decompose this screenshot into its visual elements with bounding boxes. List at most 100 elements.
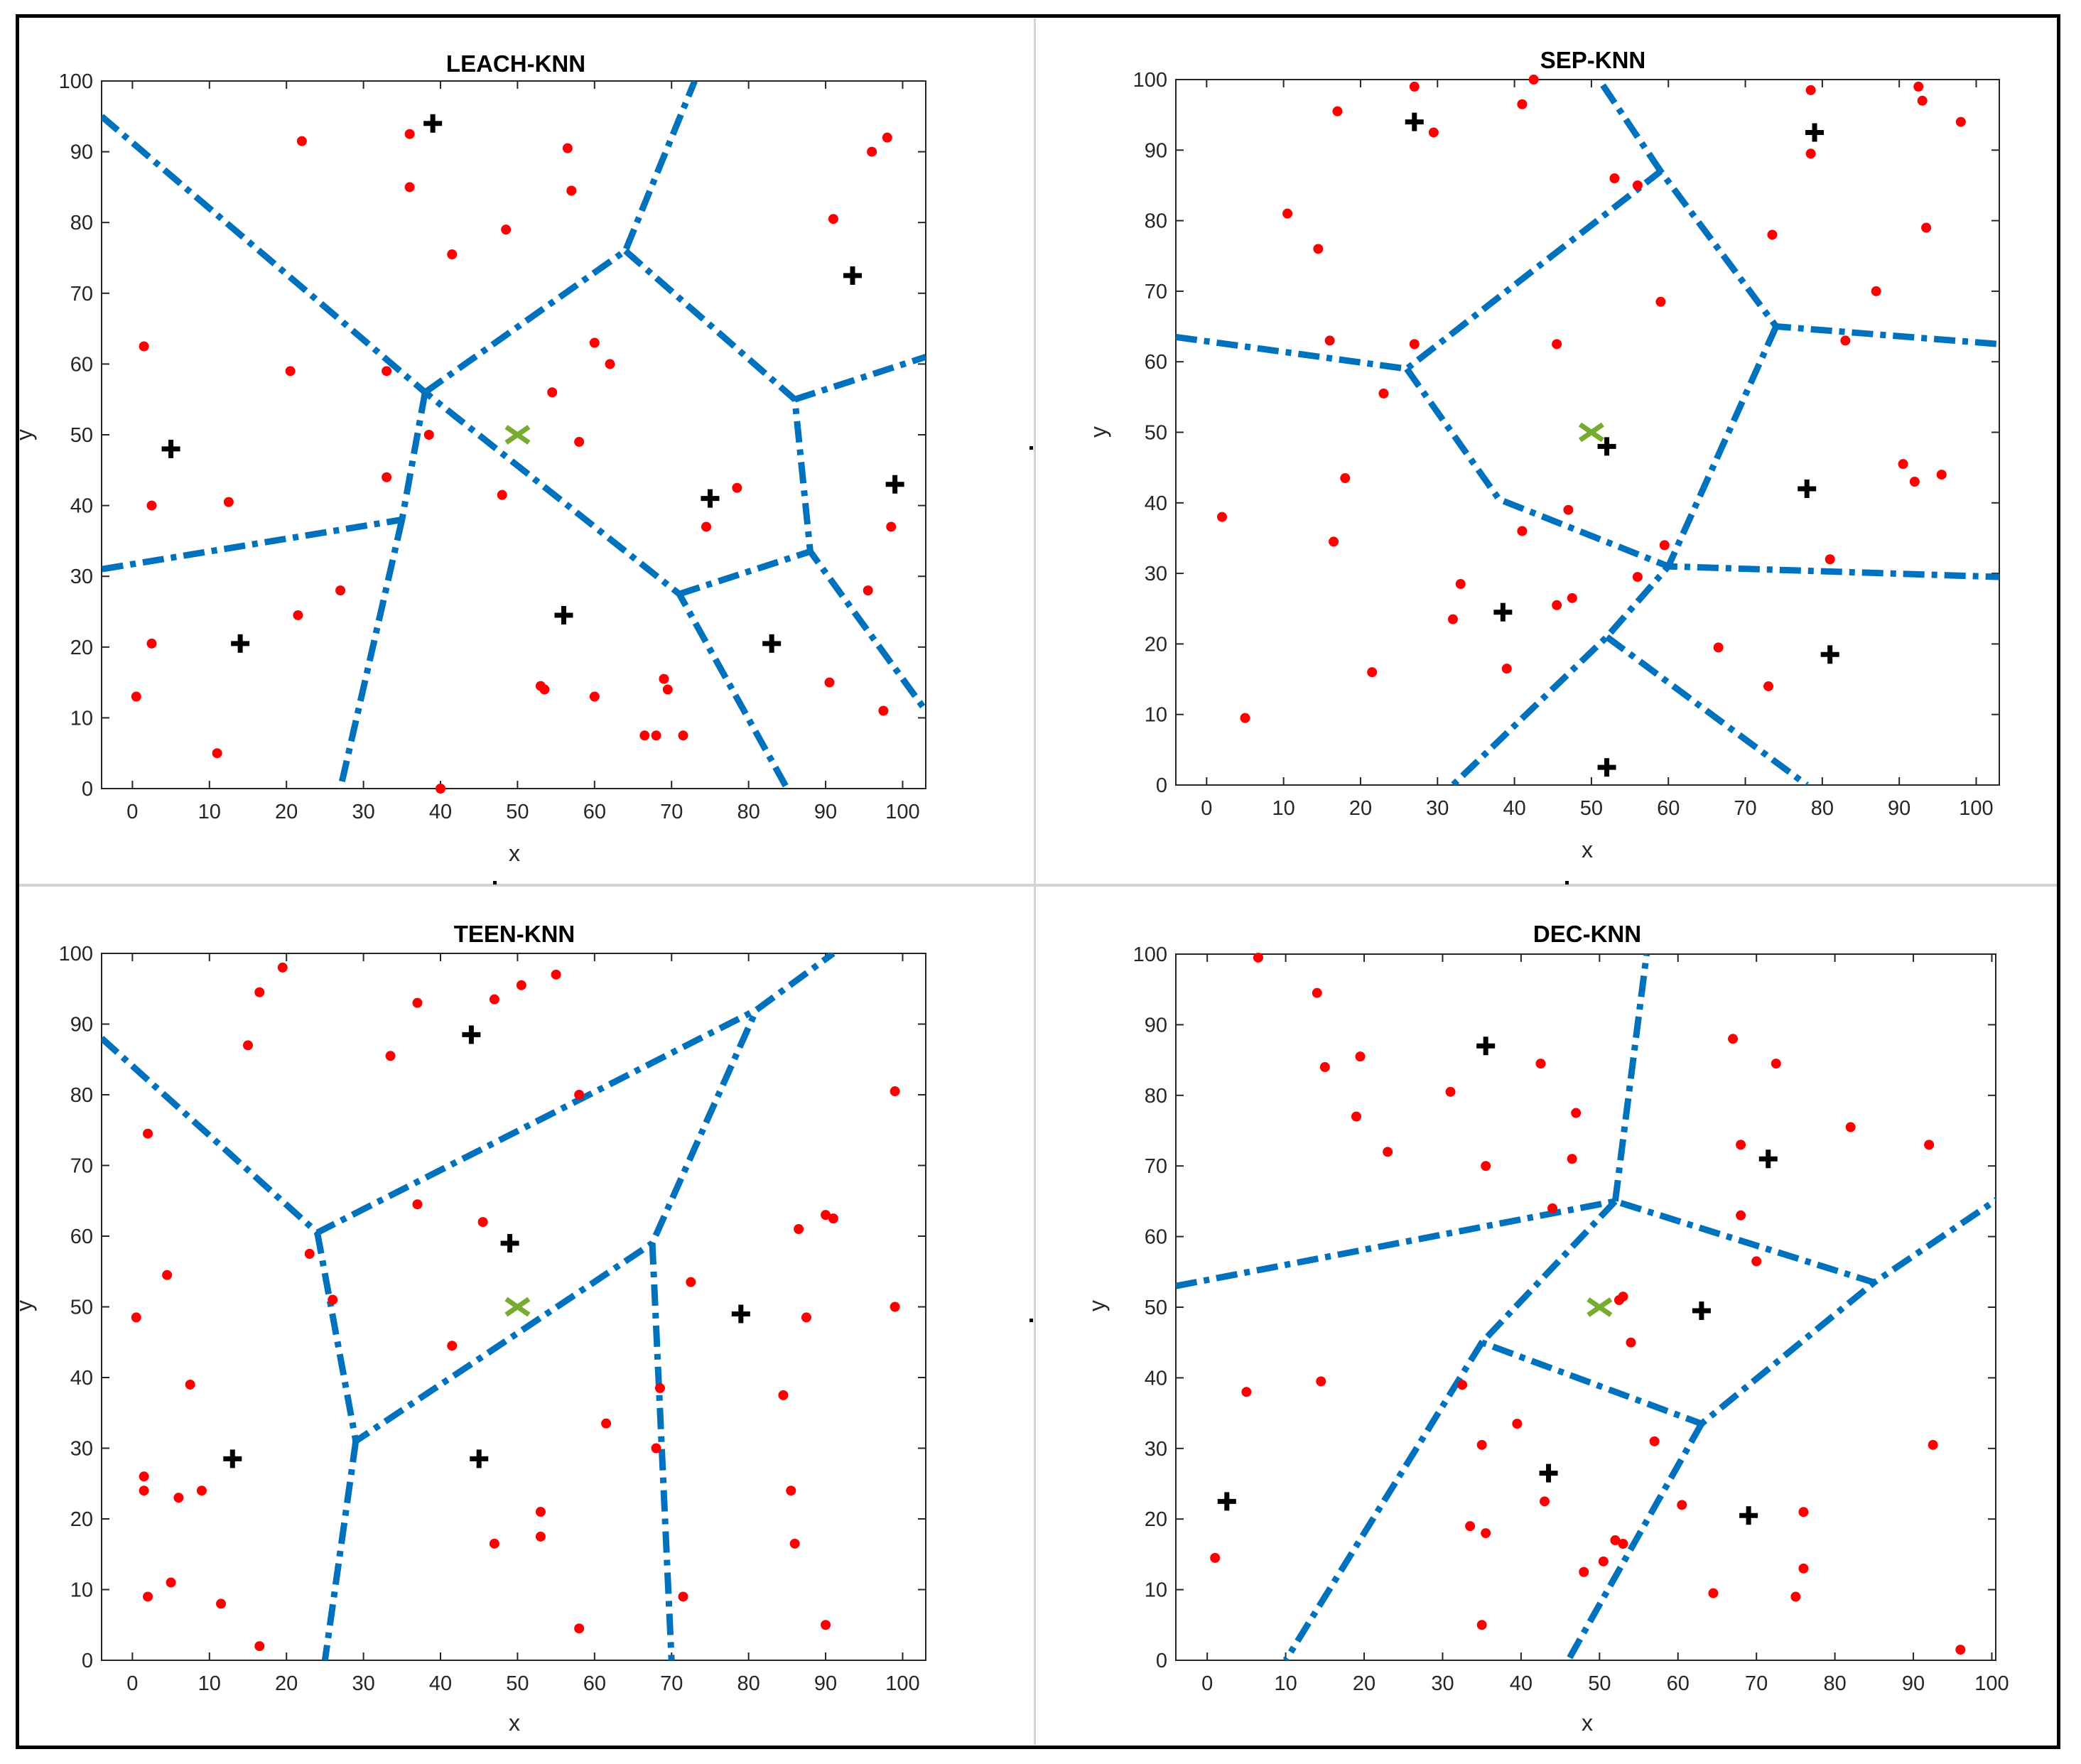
- stray-dot: [1565, 881, 1569, 884]
- sensor-node: [404, 182, 415, 193]
- x-tick-label: 60: [1667, 1672, 1690, 1695]
- sensor-node: [335, 585, 346, 596]
- sensor-node: [1552, 339, 1562, 350]
- sensor-node: [824, 677, 835, 688]
- sensor-node: [1928, 1439, 1938, 1450]
- x-tick-label: 10: [1272, 797, 1295, 820]
- cluster-boundary: [1596, 80, 1664, 173]
- x-tick-label: 60: [583, 801, 606, 823]
- y-tick-label: 60: [1145, 351, 1167, 374]
- y-tick-label: 50: [70, 424, 93, 447]
- cluster-boundary: [623, 248, 926, 713]
- cluster-boundary: [102, 114, 790, 789]
- sensor-node: [1805, 85, 1816, 95]
- y-tick-label: 30: [1145, 1438, 1167, 1461]
- x-tick-label: 100: [885, 801, 919, 823]
- x-tick-label: 20: [1353, 1672, 1375, 1695]
- sensor-node: [185, 1379, 195, 1390]
- y-axis-label: y: [1084, 1300, 1110, 1311]
- chart-title: SEP-KNN: [1540, 47, 1646, 73]
- x-tick-label: 50: [1588, 1672, 1611, 1695]
- sensor-node: [404, 129, 415, 139]
- sensor-node: [242, 1040, 253, 1051]
- sensor-node: [1316, 1376, 1326, 1387]
- y-tick-label: 10: [70, 707, 93, 730]
- sensor-node: [678, 730, 688, 741]
- y-tick-label: 100: [1133, 943, 1167, 966]
- cluster-boundary: [1176, 1196, 1996, 1289]
- sensor-node: [501, 224, 512, 235]
- cluster-head: [762, 634, 782, 653]
- y-tick-label: 50: [1145, 422, 1167, 445]
- sensor-node: [1210, 1552, 1221, 1563]
- sensor-node: [1567, 1154, 1577, 1164]
- sensor-node: [1332, 106, 1343, 117]
- sensor-node: [296, 136, 307, 146]
- y-tick-label: 90: [70, 141, 93, 164]
- sensor-node: [382, 472, 392, 482]
- sensor-node: [1798, 1563, 1809, 1574]
- sensor-node: [1476, 1620, 1487, 1630]
- chart-teen-knn: 0 10 20 30 40 50 60 70 80 90 100 0 10 20 30 40 50 60 70 80 9…: [11, 921, 926, 1736]
- sensor-node: [166, 1577, 176, 1588]
- sensor-node: [701, 521, 712, 532]
- sensor-node: [1571, 1108, 1582, 1118]
- cluster-head: [1805, 123, 1825, 142]
- sensor-node: [890, 1302, 900, 1312]
- cluster-head: [462, 1025, 481, 1044]
- sensor-node: [1547, 1203, 1558, 1213]
- sensor-node: [1771, 1059, 1781, 1069]
- x-tick-label: 70: [1745, 1672, 1768, 1695]
- sensor-node: [878, 705, 889, 716]
- sensor-node: [1540, 1496, 1550, 1507]
- sensor-node: [678, 1591, 688, 1602]
- sensor-node: [551, 969, 561, 980]
- sensor-node: [651, 730, 661, 741]
- cluster-head: [1758, 1149, 1778, 1169]
- y-tick-label: 10: [1145, 1579, 1167, 1602]
- y-tick-label: 50: [70, 1297, 93, 1319]
- sensor-node: [1798, 1507, 1809, 1517]
- sensor-node: [277, 962, 288, 973]
- sensor-node: [821, 1210, 831, 1221]
- sensor-node: [1618, 1292, 1628, 1302]
- sensor-node: [1457, 1380, 1468, 1390]
- sensor-node: [254, 1641, 265, 1652]
- cluster-head: [1405, 112, 1424, 131]
- x-tick-label: 10: [198, 1672, 221, 1695]
- sensor-node: [654, 1382, 665, 1393]
- sensor-node: [412, 1199, 423, 1210]
- x-tick-label: 100: [885, 1672, 919, 1695]
- cluster-boundary: [1282, 1341, 1485, 1660]
- sensor-node: [789, 1538, 800, 1549]
- sensor-node: [1921, 222, 1932, 233]
- sensor-node: [139, 1486, 149, 1496]
- sensor-node: [146, 500, 157, 511]
- sensor-node: [1579, 1567, 1589, 1577]
- stray-dot: [1029, 446, 1033, 450]
- x-tick-label: 20: [1349, 797, 1372, 820]
- sensor-node: [1409, 81, 1420, 92]
- x-tick-label: 40: [429, 1672, 452, 1695]
- y-tick-label: 70: [1145, 1155, 1167, 1178]
- sensor-node: [447, 1341, 458, 1351]
- sensor-node: [1481, 1528, 1491, 1539]
- sensor-node: [143, 1591, 153, 1602]
- sensor-node: [574, 1623, 585, 1634]
- sensor-node: [1917, 95, 1928, 106]
- x-tick-label: 40: [1510, 1672, 1533, 1695]
- y-tick-label: 30: [1145, 563, 1167, 585]
- sensor-node: [1840, 335, 1851, 346]
- cluster-head: [1692, 1301, 1711, 1320]
- sensor-node: [131, 691, 141, 702]
- sensor-node: [146, 638, 157, 649]
- y-tick-label: 10: [1145, 704, 1167, 727]
- cluster-head: [1798, 479, 1817, 498]
- y-tick-label: 0: [82, 1650, 93, 1672]
- sensor-node: [1632, 180, 1643, 190]
- sensor-node: [539, 684, 550, 695]
- sensor-node: [535, 1531, 546, 1542]
- x-tick-label: 50: [506, 1672, 529, 1695]
- x-tick-label: 30: [352, 1672, 374, 1695]
- cluster-head: [731, 1304, 750, 1324]
